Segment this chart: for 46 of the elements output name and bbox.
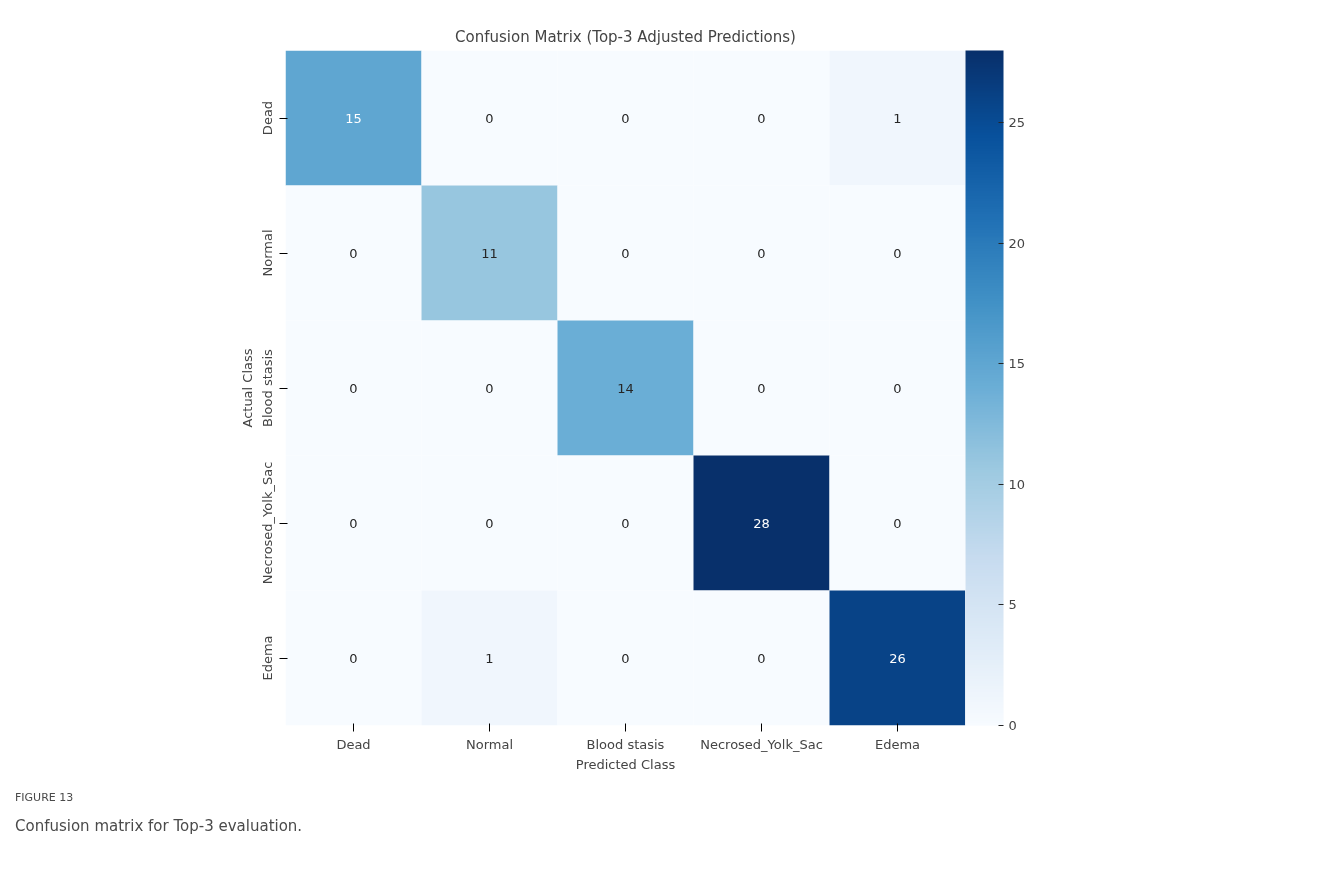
color-bar-label: 0 (1008, 718, 1017, 733)
data-label: 26 (889, 650, 906, 666)
y-tick-label: Normal (259, 229, 275, 277)
chart-title: Confusion Matrix (Top-3 Adjusted Predictions) (455, 27, 796, 46)
data-label: 11 (481, 245, 498, 261)
color-bar-label: 20 (1008, 235, 1026, 251)
data-label: 0 (349, 245, 358, 261)
color-bar-label: 15 (1008, 356, 1026, 372)
data-label: 0 (621, 245, 630, 261)
y-tick-label: Necrosed_Yolk_Sac (259, 461, 275, 585)
color-bar-label: 25 (1008, 115, 1026, 131)
data-label: 28 (753, 515, 770, 531)
x-tick-label: Blood stasis (586, 736, 665, 752)
data-label: 14 (617, 380, 634, 396)
data-label: 0 (349, 650, 358, 666)
data-label: 0 (485, 380, 494, 396)
data-label: 0 (349, 515, 358, 531)
data-label: 0 (893, 380, 902, 396)
data-label: 0 (757, 245, 766, 261)
color-bar-label: 10 (1008, 476, 1026, 492)
x-tick-label: Normal (465, 736, 514, 752)
data-label: 1 (893, 110, 902, 126)
caption: FIGURE 13 (15, 790, 74, 806)
x-tick-label: Necrosed_Yolk_Sac (700, 736, 823, 752)
x-tick-label: Dead (336, 736, 371, 752)
data-label: 0 (485, 110, 494, 126)
data-label: 0 (349, 380, 358, 396)
data-label: 0 (621, 650, 630, 666)
data-label: 0 (893, 515, 902, 531)
y-tick-label: Blood stasis (259, 348, 275, 427)
color-bar-label: 5 (1008, 597, 1017, 613)
data-label: 1 (485, 650, 494, 666)
data-label: 0 (621, 515, 630, 531)
y-axis-title: Actual Class (239, 348, 255, 428)
y-tick-label: Edema (259, 635, 275, 681)
data-label: 0 (757, 110, 766, 126)
data-label: 0 (621, 110, 630, 126)
data-label: 0 (757, 650, 766, 666)
data-label: 0 (757, 380, 766, 396)
x-axis-title: Predicted Class (575, 756, 676, 772)
text: Confusion matrix for Top-3 evaluation. (15, 815, 303, 837)
data-label: 0 (893, 245, 902, 261)
data-label: 0 (485, 515, 494, 531)
x-tick-label: Edema (874, 736, 921, 752)
data-label: 15 (345, 110, 362, 126)
y-tick-label: Dead (259, 100, 275, 136)
